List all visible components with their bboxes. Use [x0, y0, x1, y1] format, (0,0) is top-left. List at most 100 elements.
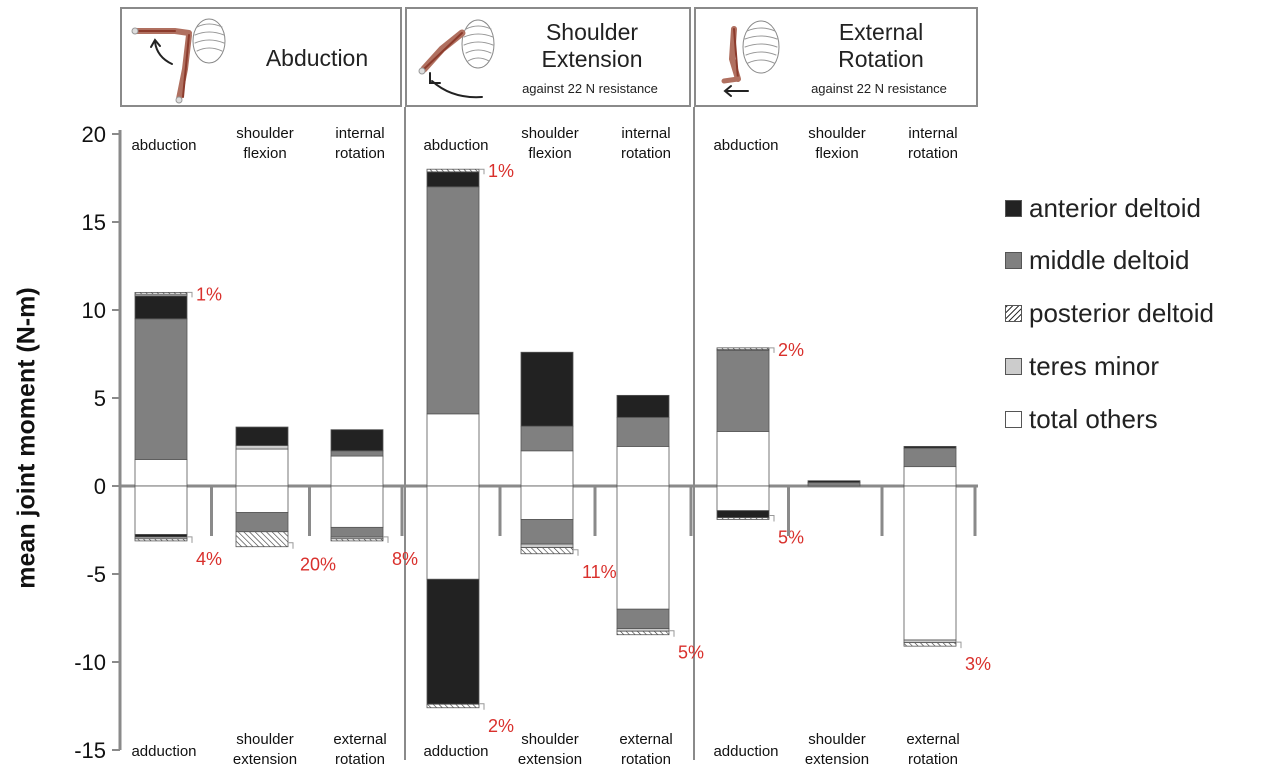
category-top-label: shoulder — [236, 125, 294, 142]
legend-swatch-anterior-deltoid — [1005, 199, 1022, 217]
category-bottom-label: extension — [518, 751, 582, 768]
category-top-label: internal — [621, 125, 670, 142]
posterior-pct-label: 3% — [965, 654, 991, 674]
bar-segment-posterior-deltoid — [330, 538, 384, 542]
bar-segment-anterior-deltoid — [716, 510, 770, 519]
y-tick-label: -15 — [74, 738, 106, 763]
y-tick-label: 5 — [94, 386, 106, 411]
category-top-label: flexion — [528, 145, 571, 162]
legend-item-middle-deltoid: middle deltoid — [1005, 245, 1189, 275]
category-bottom-label: extension — [233, 751, 297, 768]
bar-segment-posterior-deltoid — [426, 703, 480, 709]
bar-segment-teres-minor — [520, 543, 574, 549]
legend-item-anterior-deltoid: anterior deltoid — [1005, 193, 1201, 223]
bar-segment-middle-deltoid — [716, 350, 770, 432]
bar-segment-total-others — [235, 448, 289, 487]
posterior-pct-label: 2% — [488, 716, 514, 736]
category-top-label: abduction — [131, 137, 196, 154]
bar-segment-total-others — [616, 485, 670, 610]
legend-label: total others — [1029, 403, 1158, 434]
y-tick-label: -5 — [86, 562, 106, 587]
legend-swatch-total-others — [1005, 410, 1022, 428]
legend-swatch-middle-deltoid — [1005, 251, 1022, 269]
bar-segment-middle-deltoid — [903, 447, 957, 468]
pct-bracket — [956, 641, 962, 649]
bar-segment-posterior-deltoid — [235, 531, 289, 548]
posterior-pct-label: 8% — [392, 549, 418, 569]
category-bottom-label: rotation — [335, 751, 385, 768]
arm-extension-illustration — [418, 19, 495, 99]
pct-bracket — [187, 536, 193, 543]
posterior-pct-label: 5% — [678, 643, 704, 663]
bar-segment-anterior-deltoid — [235, 426, 289, 446]
bar-segment-anterior-deltoid — [134, 295, 188, 320]
legend-item-teres-minor: teres minor — [1005, 351, 1159, 381]
arm-external-rotation-illustration — [721, 20, 780, 97]
bar-segment-total-others — [716, 485, 770, 512]
category-bottom-label: extension — [805, 751, 869, 768]
bar-segment-total-others — [520, 485, 574, 520]
bar-segment-total-others — [903, 466, 957, 487]
bar-segment-total-others — [616, 445, 670, 487]
pct-bracket — [187, 291, 193, 298]
category-bottom-label: adduction — [423, 743, 488, 760]
bar-segment-total-others — [330, 485, 384, 528]
pct-bracket — [479, 168, 485, 175]
legend-label: anterior deltoid — [1029, 192, 1201, 223]
category-bottom-label: shoulder — [808, 731, 866, 748]
bar-segment-total-others — [134, 485, 188, 535]
panel-title-abduction: Abduction — [265, 45, 369, 71]
bar-segment-anterior-deltoid — [426, 171, 480, 188]
bar-segment-anterior-deltoid — [520, 351, 574, 427]
posterior-pct-label: 1% — [196, 284, 222, 304]
bar-segment-teres-minor — [235, 445, 289, 450]
category-top-label: internal — [908, 125, 957, 142]
bar-segment-middle-deltoid — [520, 519, 574, 545]
category-bottom-label: adduction — [713, 743, 778, 760]
category-bottom-label: external — [906, 731, 959, 748]
pct-bracket — [573, 549, 579, 556]
category-bottom-label: rotation — [908, 751, 958, 768]
bar-segment-middle-deltoid — [330, 526, 384, 538]
category-bottom-label: shoulder — [521, 731, 579, 748]
category-top-label: rotation — [621, 145, 671, 162]
category-bottom-label: external — [619, 731, 672, 748]
bar-segment-total-others — [235, 485, 289, 513]
bar-segment-anterior-deltoid — [330, 429, 384, 452]
pct-bracket — [479, 703, 485, 710]
bar-segment-total-others — [426, 485, 480, 580]
y-tick-label: 0 — [94, 474, 106, 499]
bar-segment-middle-deltoid — [134, 318, 188, 460]
legend-label: teres minor — [1029, 350, 1160, 381]
bar-segment-total-others — [426, 413, 480, 487]
legend-item-total-others: total others — [1005, 404, 1158, 434]
posterior-pct-label: 4% — [196, 549, 222, 569]
bar-segment-posterior-deltoid — [716, 517, 770, 520]
arm-abduction-illustration — [131, 18, 226, 104]
bar-segment-middle-deltoid — [520, 425, 574, 452]
bar-segment-anterior-deltoid — [903, 445, 957, 449]
category-top-label: rotation — [335, 145, 385, 162]
bar-segment-total-others — [134, 459, 188, 487]
bar-segment-posterior-deltoid — [903, 642, 957, 647]
category-bottom-label: rotation — [621, 751, 671, 768]
bar-segment-anterior-deltoid — [807, 480, 861, 483]
posterior-pct-label: 5% — [778, 527, 804, 547]
legend-label: middle deltoid — [1029, 244, 1190, 275]
category-bottom-label: external — [333, 731, 386, 748]
category-top-label: shoulder — [521, 125, 579, 142]
pct-bracket — [769, 347, 775, 353]
bar-segment-anterior-deltoid — [616, 394, 670, 418]
bar-segment-total-others — [520, 450, 574, 487]
y-tick-label: 15 — [82, 210, 106, 235]
bar-segment-middle-deltoid — [616, 416, 670, 447]
pct-bracket — [383, 536, 389, 543]
bar-segment-anterior-deltoid — [426, 578, 480, 705]
bar-segment-posterior-deltoid — [134, 291, 188, 295]
panel-subtitle-external-rotation: against 22 N resistance — [811, 81, 947, 96]
y-tick-label: 10 — [82, 298, 106, 323]
bar-segment-total-others — [330, 455, 384, 487]
legend-swatch-teres-minor — [1005, 357, 1022, 375]
bar-segment-middle-deltoid — [330, 450, 384, 457]
category-top-label: internal — [335, 125, 384, 142]
